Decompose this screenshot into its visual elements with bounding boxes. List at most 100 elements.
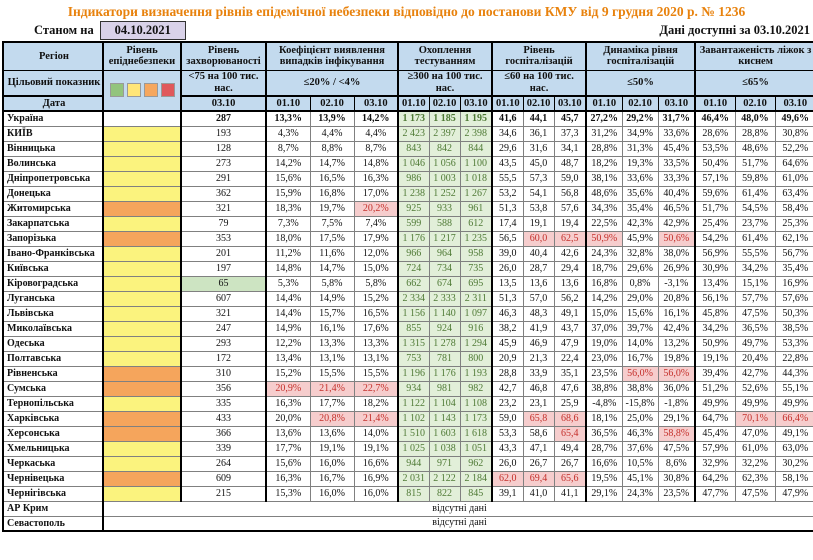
hospitalization-level-value: 33,9 (522, 365, 555, 382)
table-row: Україна 287 13,3% 13,9% 14,2% 1 173 1 185 1 195… (2, 110, 813, 127)
incidence-value: 291 (180, 170, 267, 187)
hospitalization-level-value: 45,0 (522, 155, 555, 172)
testing-coverage-value: 1 003 (428, 170, 461, 187)
table-body: Україна 287 13,3% 13,9% 14,2% 1 173 1 185 1 195… (2, 110, 813, 532)
col-header-hospitalization-level: Рівень госпіталізацій (491, 41, 587, 71)
region-name: Вінницька (2, 140, 104, 157)
col-header-epidemic-level: Рівень епіднебезпеки (102, 41, 182, 71)
incidence-value: 128 (180, 140, 267, 157)
date-cell: 01.10 (265, 95, 311, 112)
detection-coef-value: 15,9% (265, 185, 311, 202)
hospitalization-dynamics-value: 46,3% (621, 425, 659, 442)
detection-coef-value: 13,6% (265, 425, 311, 442)
target-hospitalization-level: ≤60 на 100 тис. нас. (491, 69, 587, 97)
oxygen-beds-value: 47,7% (694, 485, 736, 502)
hospitalization-level-value: 53,2 (491, 185, 524, 202)
detection-coef-value: 17,6% (353, 320, 399, 337)
testing-coverage-value: 1 238 (397, 185, 430, 202)
hospitalization-level-value: 19,4 (553, 215, 587, 232)
oxygen-beds-value: 42,7% (734, 365, 776, 382)
date-cell: 03.10 (353, 95, 399, 112)
table-row: Хмельницька 339 17,7% 19,1% 19,1% 1 025 1 038 1… (2, 440, 813, 457)
date-cell: 03.10 (553, 95, 587, 112)
oxygen-beds-value: 50,4% (694, 155, 736, 172)
hospitalization-dynamics-value: 30,8% (657, 470, 696, 487)
date-cell: 03.10 (180, 95, 267, 112)
detection-coef-value: 16,6% (353, 455, 399, 472)
incidence-value: 356 (180, 380, 267, 397)
detection-coef-value: 18,3% (265, 200, 311, 217)
oxygen-beds-value: 28,8% (734, 125, 776, 142)
hospitalization-level-value: 23,1 (522, 395, 555, 412)
epidemic-level-cell (102, 425, 182, 442)
testing-coverage-value: 800 (459, 350, 493, 367)
detection-coef-value: 4,4% (353, 125, 399, 142)
hospitalization-level-value: 57,6 (553, 200, 587, 217)
hospitalization-level-value: 36,1 (522, 125, 555, 142)
hospitalization-level-value: 62,0 (491, 470, 524, 487)
incidence-value: 65 (180, 275, 267, 292)
detection-coef-value: 17,5% (309, 230, 355, 247)
oxygen-beds-value: 61,4% (734, 230, 776, 247)
no-data-cell: відсутні дані (101, 515, 813, 532)
hospitalization-level-value: 56,8 (553, 185, 587, 202)
table-row: Рівненська 310 15,2% 15,5% 15,5% 1 196 1 176 1 … (2, 365, 813, 382)
testing-coverage-value: 944 (397, 455, 430, 472)
hospitalization-dynamics-value: 36,5% (585, 425, 623, 442)
table-row: Полтавська 172 13,4% 13,1% 13,1% 753 781 800 20,… (2, 350, 813, 367)
region-name: Тернопільська (2, 395, 104, 412)
target-hospitalization-dynamics: ≤50% (585, 69, 696, 97)
detection-coef-value: 15,5% (309, 365, 355, 382)
hospitalization-level-value: 53,3 (491, 425, 524, 442)
date-cell: 02.10 (734, 95, 776, 112)
detection-coef-value: 17,7% (265, 440, 311, 457)
detection-coef-value: 17,9% (353, 230, 399, 247)
oxygen-beds-value: 48,0% (734, 110, 776, 127)
oxygen-beds-value: 57,9% (694, 440, 736, 457)
testing-coverage-value: 724 (397, 260, 430, 277)
detection-coef-value: 14,0% (353, 425, 399, 442)
oxygen-beds-value: 47,5% (734, 305, 776, 322)
testing-coverage-value: 971 (428, 455, 461, 472)
hospitalization-dynamics-value: 40,4% (657, 185, 696, 202)
testing-coverage-value: 924 (428, 320, 461, 337)
detection-coef-value: 18,0% (265, 230, 311, 247)
incidence-value: 79 (180, 215, 267, 232)
detection-coef-value: 8,7% (353, 140, 399, 157)
hospitalization-level-value: 57,3 (522, 170, 555, 187)
detection-coef-value: 15,3% (265, 485, 311, 502)
meta-bar: Станом на 04.10.2021 Дані доступні за 03… (0, 21, 813, 41)
testing-coverage-value: 1 104 (428, 395, 461, 412)
hospitalization-level-value: 35,1 (553, 365, 587, 382)
hospitalization-dynamics-value: -15,8% (621, 395, 659, 412)
hospitalization-level-value: 62,5 (553, 230, 587, 247)
date-cell: 03.10 (459, 95, 493, 112)
testing-coverage-value: 2 334 (397, 290, 430, 307)
hospitalization-dynamics-value: 58,8% (657, 425, 696, 442)
testing-coverage-value: 599 (397, 215, 430, 232)
hospitalization-dynamics-value: 19,8% (657, 350, 696, 367)
oxygen-beds-value: 50,9% (694, 335, 736, 352)
testing-coverage-value: 1 156 (397, 305, 430, 322)
hospitalization-level-value: 47,9 (553, 335, 587, 352)
hospitalization-dynamics-value: 45,1% (621, 470, 659, 487)
testing-coverage-value: 1 102 (397, 410, 430, 427)
hospitalization-level-value: 13,6 (553, 275, 587, 292)
detection-coef-value: 15,5% (353, 365, 399, 382)
detection-coef-value: 21,4% (353, 410, 399, 427)
hospitalization-level-value: 43,3 (491, 440, 524, 457)
hospitalization-level-value: 56,2 (553, 290, 587, 307)
testing-coverage-value: 986 (397, 170, 430, 187)
oxygen-beds-value: 36,5% (734, 320, 776, 337)
hospitalization-level-value: 46,8 (522, 380, 555, 397)
detection-coef-value: 15,0% (353, 260, 399, 277)
detection-coef-value: 15,2% (265, 365, 311, 382)
hospitalization-dynamics-value: 29,1% (585, 485, 623, 502)
hospitalization-level-value: 26,7 (553, 455, 587, 472)
testing-coverage-value: 1 315 (397, 335, 430, 352)
incidence-value: 197 (180, 260, 267, 277)
hospitalization-dynamics-value: 35,4% (621, 200, 659, 217)
testing-coverage-value: 735 (459, 260, 493, 277)
oxygen-beds-value: 46,4% (694, 110, 736, 127)
testing-coverage-value: 2 184 (459, 470, 493, 487)
